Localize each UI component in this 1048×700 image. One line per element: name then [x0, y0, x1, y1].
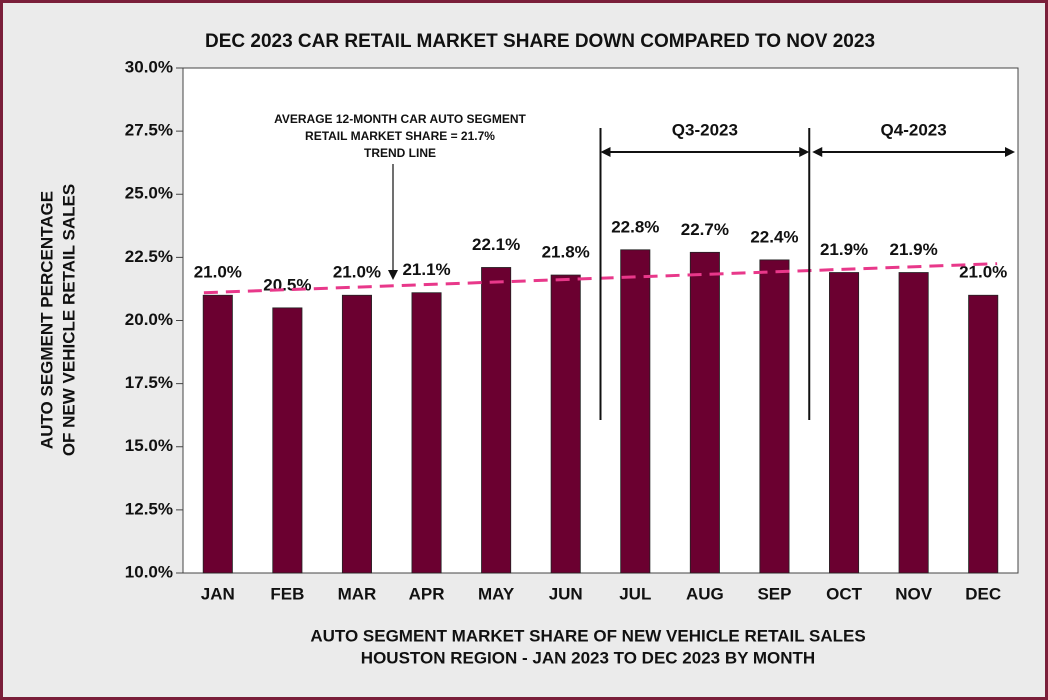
arrow-head: [812, 147, 823, 157]
data-label: 21.0%: [333, 263, 381, 282]
x-axis-label: HOUSTON REGION - JAN 2023 TO DEC 2023 BY…: [361, 648, 815, 667]
x-tick-label: JAN: [201, 584, 235, 603]
data-label: 22.4%: [750, 227, 798, 246]
y-axis-label-line: OF NEW VEHICLE RETAIL SALES: [59, 184, 78, 456]
y-tick-label: 22.5%: [125, 247, 173, 266]
x-tick-label: NOV: [895, 584, 933, 603]
data-label: 22.7%: [681, 220, 729, 239]
x-tick-label: APR: [409, 584, 445, 603]
x-tick-label: AUG: [686, 584, 724, 603]
y-tick-label: 27.5%: [125, 121, 173, 140]
arrow-head: [600, 147, 611, 157]
arrow-head: [388, 270, 398, 280]
x-tick-label: OCT: [826, 584, 863, 603]
x-tick-label: SEP: [757, 584, 791, 603]
x-tick-label: JUN: [549, 584, 583, 603]
data-label: 21.1%: [402, 260, 450, 279]
y-tick-label: 20.0%: [125, 310, 173, 329]
data-label: 22.1%: [472, 235, 520, 254]
data-label: 22.8%: [611, 217, 659, 236]
bar: [272, 307, 303, 574]
arrow-head: [1005, 147, 1015, 157]
quarter-label: Q3-2023: [672, 120, 738, 139]
x-tick-label: DEC: [965, 584, 1001, 603]
y-tick-label: 25.0%: [125, 184, 173, 203]
y-tick-label: 15.0%: [125, 436, 173, 455]
chart-title: DEC 2023 CAR RETAIL MARKET SHARE DOWN CO…: [205, 31, 875, 52]
bar: [341, 294, 372, 574]
bar: [829, 272, 860, 574]
annotation: TREND LINE: [364, 146, 436, 160]
y-axis-label-line: AUTO SEGMENT PERCENTAGE: [37, 191, 56, 449]
bar: [898, 272, 929, 574]
data-label: 21.8%: [542, 243, 590, 262]
bar: [550, 274, 581, 574]
arrow-head: [799, 147, 810, 157]
bar: [411, 292, 442, 574]
x-tick-label: MAR: [338, 584, 377, 603]
bar: [689, 251, 720, 574]
bar: [202, 294, 233, 574]
quarter-label: Q4-2023: [881, 120, 947, 139]
y-tick-label: 30.0%: [125, 57, 173, 76]
y-tick-label: 10.0%: [125, 562, 173, 581]
bar: [481, 267, 512, 574]
annotation: RETAIL MARKET SHARE = 21.7%: [305, 129, 495, 143]
data-label: 21.9%: [890, 240, 938, 259]
data-label: 21.0%: [959, 263, 1007, 282]
x-axis-label: AUTO SEGMENT MARKET SHARE OF NEW VEHICLE…: [310, 626, 865, 645]
bar: [620, 249, 651, 574]
x-tick-label: MAY: [478, 584, 515, 603]
data-label: 21.9%: [820, 240, 868, 259]
bar: [968, 294, 999, 574]
y-tick-label: 12.5%: [125, 499, 173, 518]
x-tick-label: FEB: [270, 584, 304, 603]
y-tick-label: 17.5%: [125, 373, 173, 392]
data-label: 21.0%: [194, 263, 242, 282]
bar: [759, 259, 790, 574]
x-tick-label: JUL: [619, 584, 651, 603]
y-axis-label: AUTO SEGMENT PERCENTAGE OF NEW VEHICLE R…: [37, 184, 78, 456]
annotation: AVERAGE 12-MONTH CAR AUTO SEGMENT: [274, 112, 526, 126]
